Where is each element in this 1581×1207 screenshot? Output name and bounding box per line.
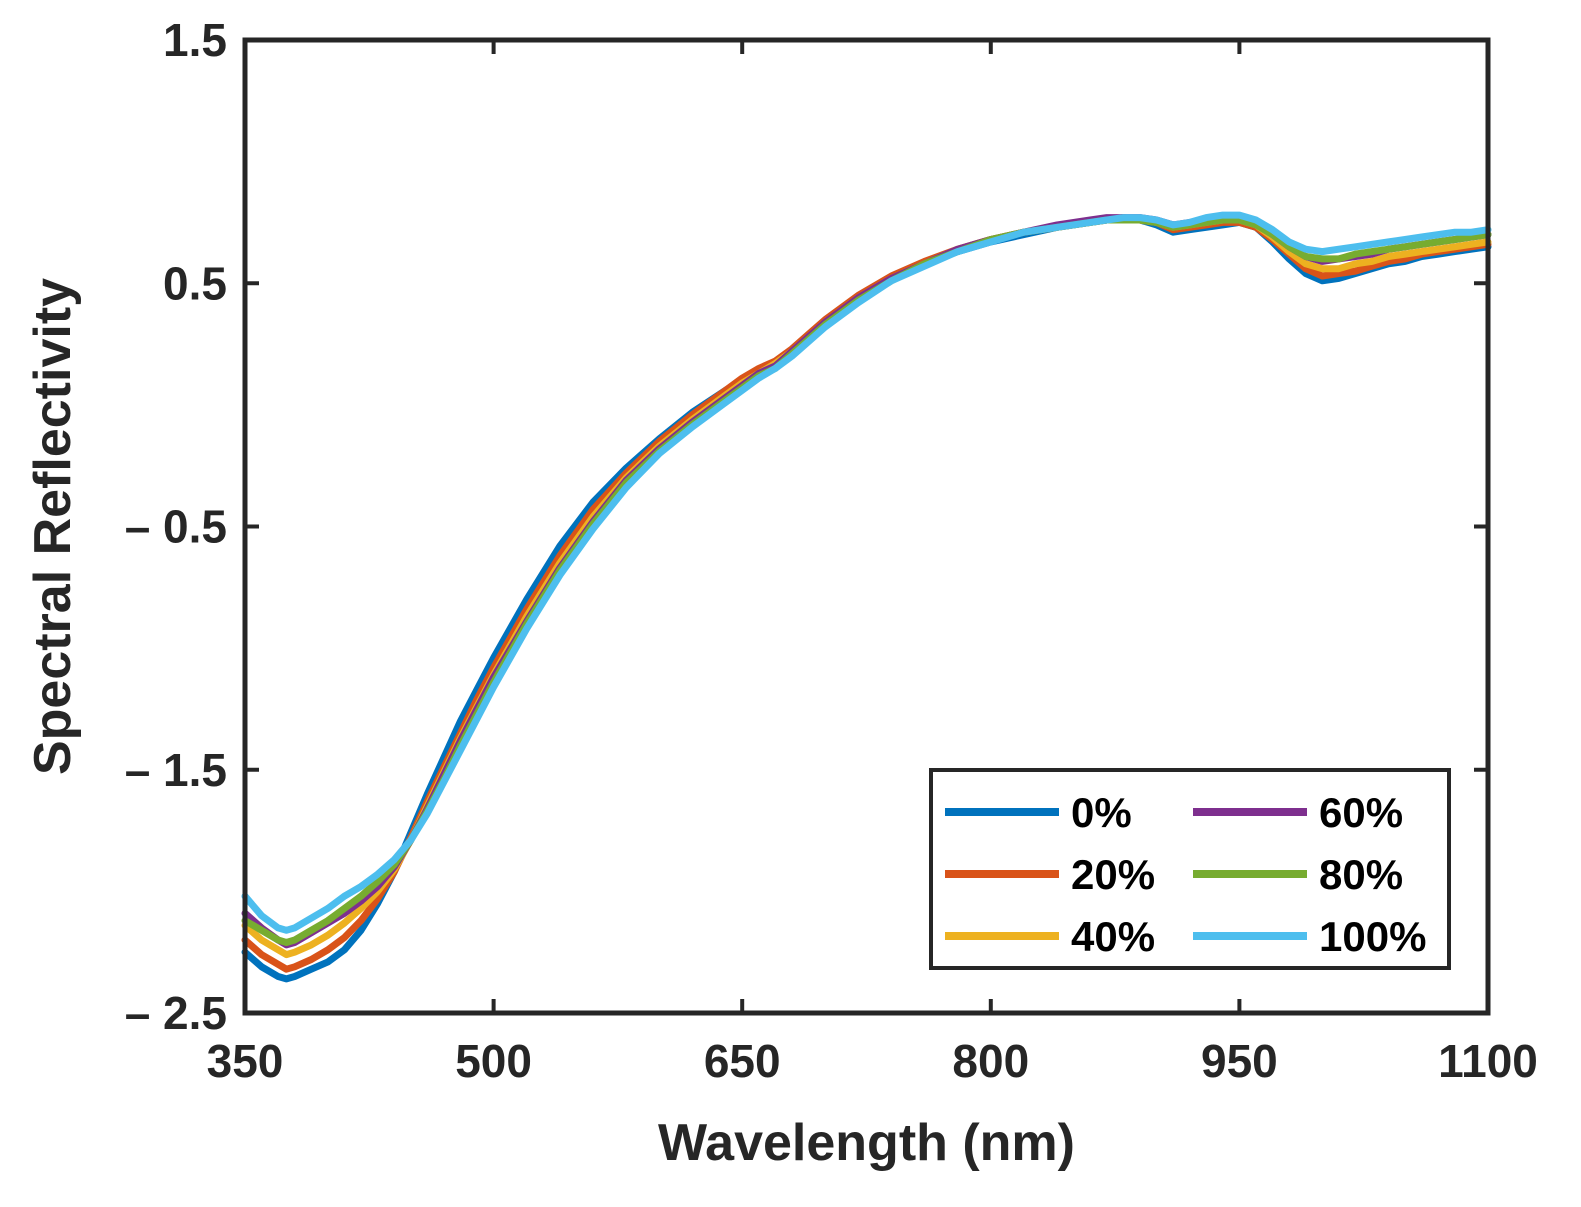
- x-axis-title: Wavelength (nm): [658, 1114, 1075, 1172]
- y-tick-label: – 1.5: [125, 744, 227, 796]
- legend-label: 80%: [1319, 851, 1403, 898]
- series-layer: [241, 211, 1492, 983]
- x-tick-label: 800: [952, 1035, 1029, 1087]
- legend-label: 60%: [1319, 789, 1403, 836]
- y-tick-label: 1.5: [163, 14, 227, 66]
- series-line-100pct: [241, 211, 1492, 934]
- y-tick-label: – 0.5: [125, 501, 227, 553]
- legend-label: 40%: [1071, 913, 1155, 960]
- x-tick-label: 650: [704, 1035, 781, 1087]
- legend-label: 20%: [1071, 851, 1155, 898]
- x-tick-label: 950: [1201, 1035, 1278, 1087]
- tick-layer: 350 500 650 800 950 1100 1.5 0.5 – 0.5 – 1.5 – 2.5: [125, 14, 1538, 1087]
- legend-label: 0%: [1071, 789, 1132, 836]
- legend-label: 100%: [1319, 913, 1426, 960]
- x-tick-label: 350: [207, 1035, 284, 1087]
- y-tick-label: – 2.5: [125, 987, 227, 1039]
- y-tick-label: 0.5: [163, 257, 227, 309]
- legend: 0% 20% 40% 60% 80% 100%: [929, 768, 1451, 970]
- y-axis-title: Spectral Reflectivity: [24, 278, 82, 775]
- x-tick-label: 500: [455, 1035, 532, 1087]
- x-tick-label: 1100: [1438, 1035, 1538, 1087]
